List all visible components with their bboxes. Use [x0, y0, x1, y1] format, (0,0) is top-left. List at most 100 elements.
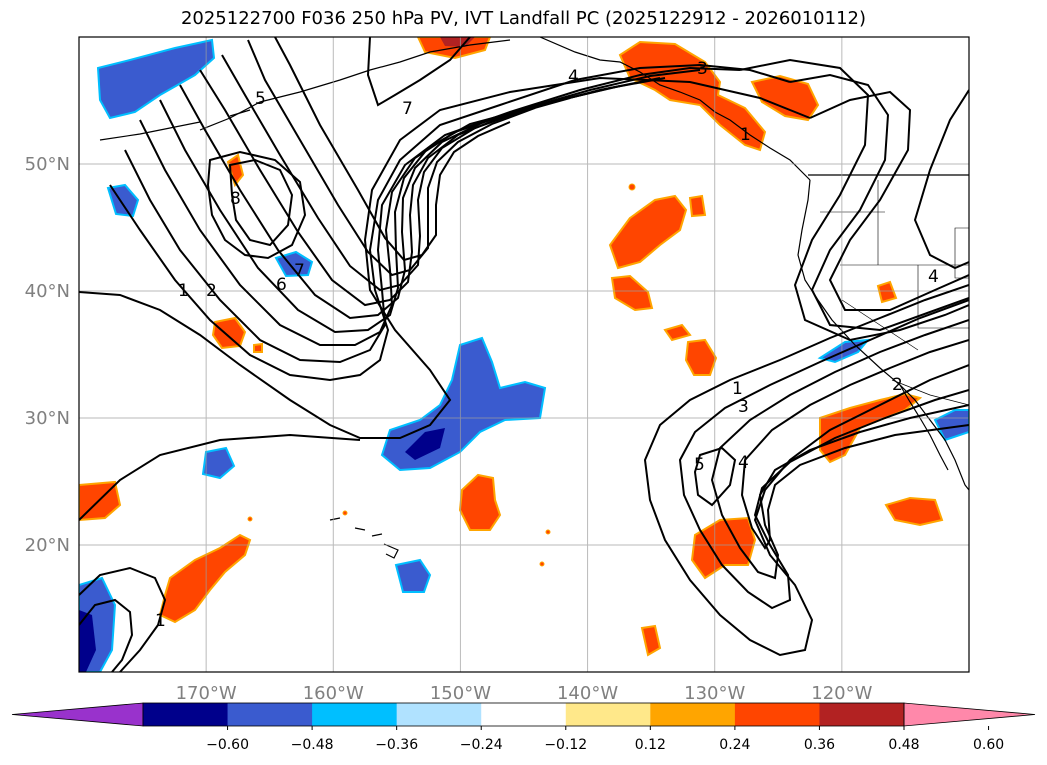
alaska-coastline [199, 39, 511, 131]
positive-region [610, 274, 654, 312]
colorbar-extend-min [11, 702, 144, 727]
positive-dot [342, 510, 348, 516]
longitude-label: 130°W [684, 683, 745, 704]
colorbar-segment [565, 703, 651, 726]
us-state-borders [820, 180, 969, 351]
contour-line [109, 63, 791, 382]
colorbar-tick-label: 0.60 [973, 737, 1004, 753]
baja-california [899, 384, 949, 471]
contour-label: 6 [276, 275, 287, 295]
contour-line [789, 73, 969, 332]
longitude-label: 150°W [430, 683, 491, 704]
colorbar-segment [396, 703, 482, 726]
contour-label: 7 [294, 261, 305, 281]
positive-region [663, 323, 692, 342]
contour-line [228, 158, 294, 247]
contour-line [913, 89, 969, 270]
latitude-label: 20°N [25, 535, 70, 556]
us-mexico-border [891, 379, 969, 406]
negative-region [380, 336, 547, 472]
positive-dot [539, 561, 545, 567]
positive-region [458, 473, 502, 531]
latitude-label: 50°N [25, 154, 70, 175]
contour-label: 4 [928, 267, 939, 287]
positive-region [640, 624, 662, 657]
contour-line [179, 77, 666, 320]
contour-line [274, 37, 511, 262]
positive-region [608, 194, 688, 270]
contour-line [740, 339, 969, 550]
longitude-labels: 170°W 160°W 150°W 140°W 130°W 120°W [176, 683, 873, 704]
contour-label: 4 [568, 67, 579, 87]
colorbar-tick-label: 0.36 [804, 737, 835, 753]
contour-label: 3 [738, 397, 749, 417]
positive-region-core [440, 37, 475, 47]
contour-line [739, 58, 969, 342]
colorbar-tick-label: 0.24 [719, 737, 750, 753]
longitude-label: 120°W [811, 683, 872, 704]
colorbar-tick-label: −0.24 [460, 737, 503, 753]
colorbar-tick-label: −0.12 [544, 737, 587, 753]
positive-region [618, 40, 767, 152]
contour-label: 1 [732, 379, 743, 399]
shaded-positive-regions [79, 37, 944, 657]
colorbar-extend-max [903, 702, 1036, 727]
contour-label: 2 [892, 375, 903, 395]
shaded-negative-regions [79, 38, 969, 672]
negative-region-core [405, 428, 445, 460]
positive-region [253, 342, 263, 353]
longitude-label: 140°W [557, 683, 618, 704]
longitude-label: 170°W [176, 683, 237, 704]
map-plot-area: 5 7 4 3 8 1 2 6 7 1 3 5 4 2 1 1 4 [79, 37, 969, 672]
contour-label: 1 [155, 611, 166, 631]
colorbar-segment [819, 703, 905, 726]
contour-label: 1 [740, 125, 751, 145]
hawaii-islands [329, 517, 399, 559]
gulf-of-alaska-coastline [539, 37, 811, 181]
contour-label: 5 [255, 89, 266, 109]
colorbar-segment [481, 703, 567, 726]
contour-label: 5 [694, 455, 705, 475]
colorbar-tick-label: −0.36 [375, 737, 418, 753]
contour-line [79, 76, 811, 439]
contour-label: 7 [402, 99, 413, 119]
colorbar-segment [312, 703, 398, 726]
contour-line [710, 319, 969, 580]
positive-dot [247, 516, 253, 522]
positive-region [690, 516, 757, 580]
colorbar: −0.60 −0.48 −0.36 −0.24 −0.12 0.12 0.24 0.36 0.4… [11, 702, 1036, 753]
contour-label: 8 [230, 189, 241, 209]
contour-line [693, 446, 737, 507]
colorbar-tick-label: −0.60 [206, 737, 249, 753]
contour-label: 3 [697, 59, 708, 79]
contour-label: 2 [206, 281, 217, 301]
colorbar-tick-label: −0.48 [291, 737, 334, 753]
latitude-label: 30°N [25, 408, 70, 429]
negative-region [96, 38, 216, 120]
colorbar-segment [650, 703, 736, 726]
contour-labels: 5 7 4 3 8 1 2 6 7 1 3 5 4 2 1 1 4 [155, 59, 939, 631]
positive-region [158, 533, 252, 624]
aleutian-islands [99, 109, 251, 141]
colorbar-tick-label: 0.48 [888, 737, 919, 753]
latitude-labels: 50°N 40°N 30°N 20°N [25, 154, 70, 556]
map-frame [78, 36, 970, 673]
contour-line [247, 39, 536, 277]
contour-line [79, 433, 361, 521]
colorbar-segment [734, 703, 820, 726]
positive-region [876, 280, 898, 304]
latitude-label: 40°N [25, 281, 70, 302]
positive-dot [628, 183, 636, 191]
colorbar-segment [227, 703, 313, 726]
positive-dot [545, 529, 551, 535]
negative-region [394, 558, 432, 593]
colorbar-tick-label: 0.12 [635, 737, 666, 753]
contour-line [79, 566, 167, 672]
pv-contours [79, 37, 969, 672]
positive-region [688, 194, 707, 218]
map-title: 2025122700 F036 250 hPa PV, IVT Landfall… [180, 8, 867, 29]
colorbar-frame [142, 702, 905, 727]
positive-region [684, 338, 718, 376]
colorbar-segment [143, 703, 229, 726]
